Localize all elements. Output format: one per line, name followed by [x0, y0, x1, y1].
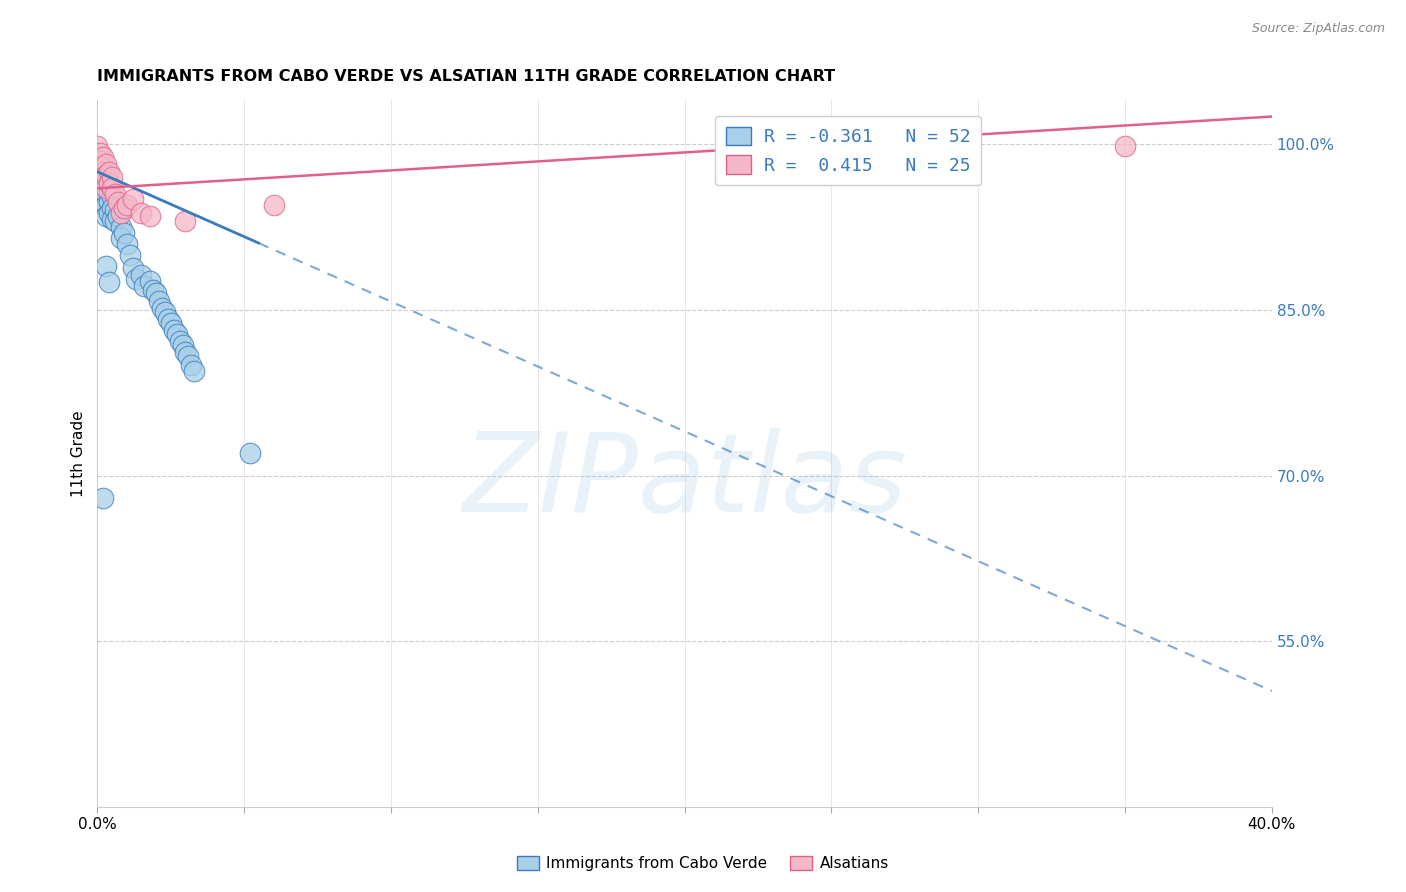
- Point: [118, 247, 141, 261]
- Point: [89, 159, 111, 173]
- Point: [96, 168, 118, 182]
- Point: [101, 201, 124, 215]
- Point: [96, 157, 118, 171]
- Point: [263, 198, 285, 212]
- Point: [150, 301, 173, 315]
- Legend: R = -0.361   N = 52, R =  0.415   N = 25: R = -0.361 N = 52, R = 0.415 N = 25: [714, 116, 981, 186]
- Point: [89, 176, 111, 190]
- Point: [180, 358, 202, 372]
- Point: [91, 198, 114, 212]
- Point: [124, 272, 146, 286]
- Point: [89, 153, 111, 168]
- Point: [121, 260, 143, 275]
- Point: [91, 172, 114, 186]
- Point: [101, 181, 124, 195]
- Point: [145, 286, 167, 301]
- Text: ZIPatlas: ZIPatlas: [463, 428, 907, 535]
- Point: [86, 139, 108, 153]
- Point: [98, 205, 121, 219]
- Point: [153, 305, 176, 319]
- Point: [163, 323, 186, 337]
- Point: [1114, 139, 1136, 153]
- Point: [159, 316, 181, 330]
- Point: [96, 181, 118, 195]
- Point: [104, 214, 127, 228]
- Legend: Immigrants from Cabo Verde, Alsatians: Immigrants from Cabo Verde, Alsatians: [512, 850, 894, 877]
- Point: [96, 186, 118, 201]
- Point: [172, 338, 194, 352]
- Point: [104, 186, 127, 201]
- Point: [98, 275, 121, 289]
- Point: [89, 146, 111, 161]
- Point: [139, 274, 162, 288]
- Point: [107, 194, 129, 209]
- Point: [174, 344, 197, 359]
- Point: [89, 184, 111, 198]
- Point: [91, 491, 114, 505]
- Point: [98, 176, 121, 190]
- Point: [131, 268, 153, 282]
- Point: [89, 172, 111, 186]
- Point: [104, 203, 127, 218]
- Point: [148, 293, 170, 308]
- Point: [183, 363, 205, 377]
- Text: IMMIGRANTS FROM CABO VERDE VS ALSATIAN 11TH GRADE CORRELATION CHART: IMMIGRANTS FROM CABO VERDE VS ALSATIAN 1…: [97, 69, 835, 84]
- Point: [131, 205, 153, 219]
- Point: [177, 349, 200, 363]
- Point: [166, 327, 188, 342]
- Point: [96, 198, 118, 212]
- Point: [239, 446, 262, 460]
- Point: [115, 198, 138, 212]
- Point: [96, 176, 118, 190]
- Point: [101, 170, 124, 185]
- Point: [98, 184, 121, 198]
- Point: [91, 179, 114, 194]
- Point: [89, 186, 111, 201]
- Point: [98, 165, 121, 179]
- Point: [110, 231, 132, 245]
- Point: [89, 181, 111, 195]
- Point: [91, 168, 114, 182]
- Point: [112, 226, 135, 240]
- Point: [134, 278, 156, 293]
- Point: [86, 170, 108, 185]
- Y-axis label: 11th Grade: 11th Grade: [72, 410, 86, 497]
- Point: [107, 209, 129, 223]
- Point: [98, 194, 121, 209]
- Point: [142, 283, 165, 297]
- Point: [169, 334, 191, 348]
- Point: [115, 236, 138, 251]
- Text: Source: ZipAtlas.com: Source: ZipAtlas.com: [1251, 22, 1385, 36]
- Point: [91, 165, 114, 179]
- Point: [121, 193, 143, 207]
- Point: [101, 212, 124, 227]
- Point: [110, 205, 132, 219]
- Point: [156, 311, 179, 326]
- Point: [112, 201, 135, 215]
- Point: [174, 214, 197, 228]
- Point: [101, 190, 124, 204]
- Point: [91, 190, 114, 204]
- Point: [91, 150, 114, 164]
- Point: [96, 259, 118, 273]
- Point: [110, 219, 132, 234]
- Point: [96, 209, 118, 223]
- Point: [139, 209, 162, 223]
